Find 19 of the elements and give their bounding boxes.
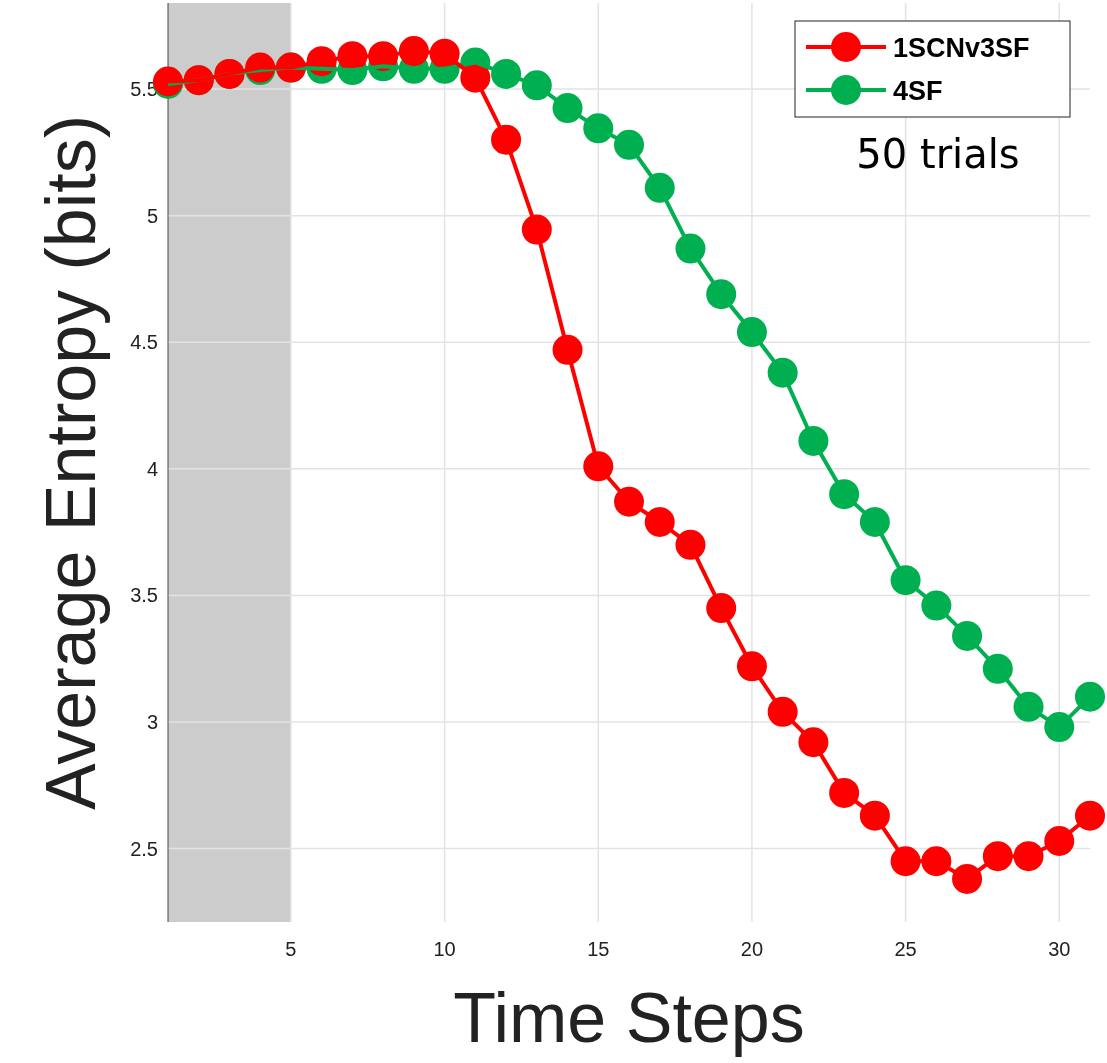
y-tick-label: 4 [146, 457, 158, 480]
point [1075, 800, 1105, 831]
y-tick-label: 5 [146, 204, 158, 227]
y-tick-label: 2.5 [130, 837, 158, 860]
point [1075, 681, 1105, 712]
x-tick-label: 20 [740, 938, 764, 960]
x-tick-label: 10 [433, 938, 456, 960]
annotation: 50 trials [856, 131, 1020, 177]
x-tick-label: 30 [1048, 938, 1071, 960]
x-axis-title: Time Steps [453, 979, 805, 1057]
x-tick-label: 15 [587, 938, 610, 960]
y-tick-label: 3 [146, 711, 158, 733]
y-axis-title: Average Entropy (bits) [32, 114, 110, 811]
x-tick-label: 5 [285, 938, 297, 960]
y-tick-label: 3.5 [130, 584, 158, 607]
legend-label: 4SF [893, 76, 943, 106]
legend-label: 1SCNv3SF [893, 33, 1030, 63]
y-tick-label: 4.5 [130, 331, 158, 354]
x-tick-label: 25 [894, 938, 917, 960]
